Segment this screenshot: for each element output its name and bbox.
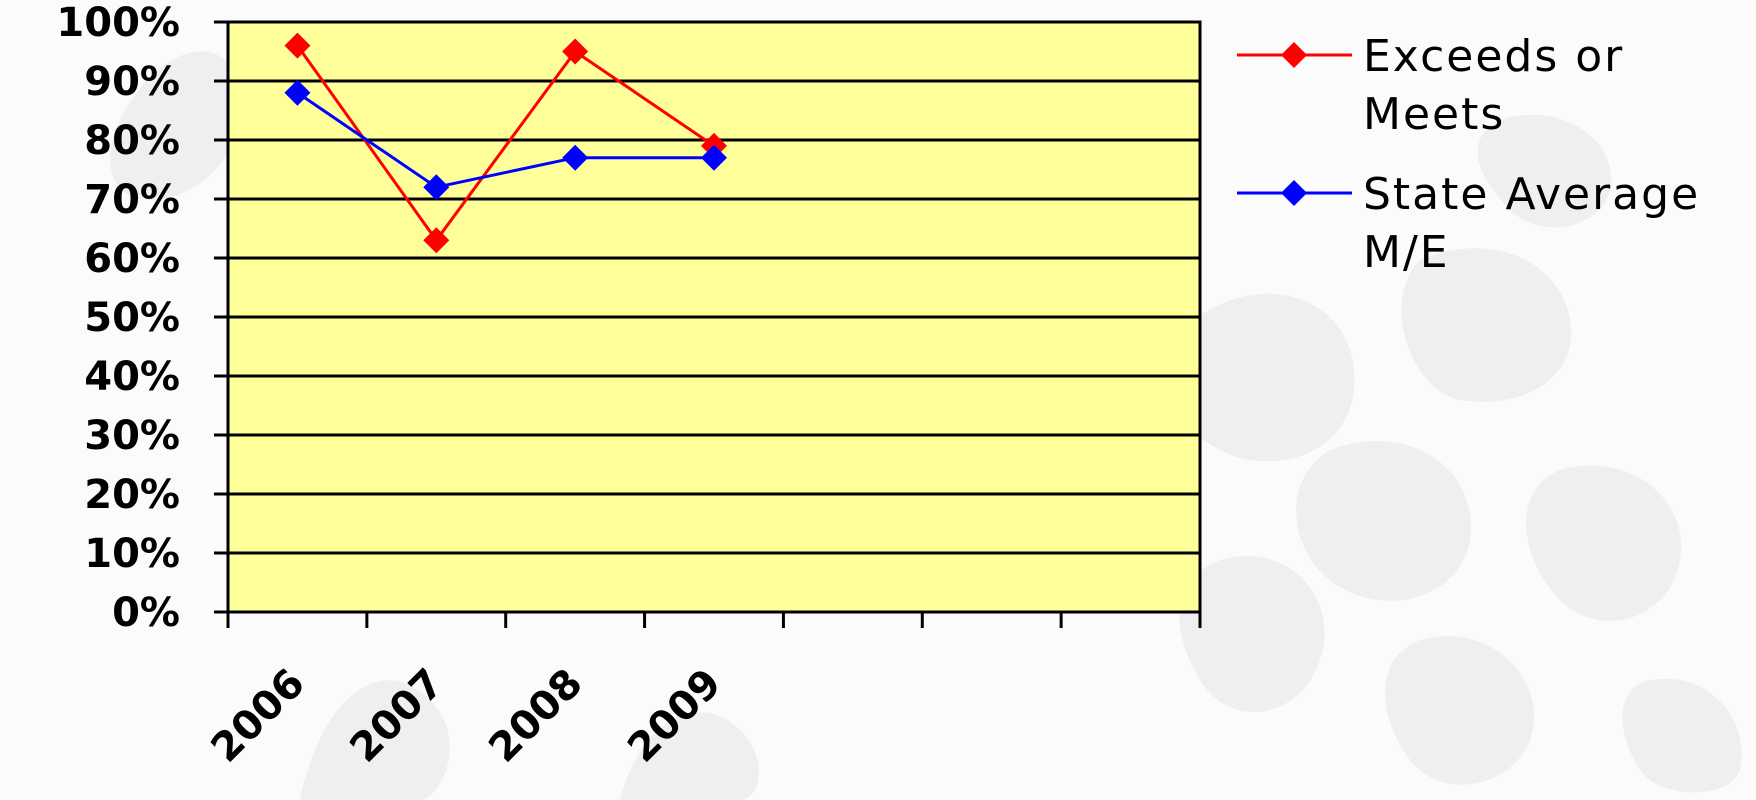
background-blob <box>1526 465 1682 621</box>
data-point <box>423 227 450 254</box>
background-blob <box>110 51 242 200</box>
data-point <box>1281 180 1307 206</box>
data-point <box>423 174 450 201</box>
background-blob <box>1296 441 1471 601</box>
y-axis-ticks: 0% 10% 20% 30% 40% 50% 60% 70% 80% 90% 100% <box>56 0 228 636</box>
y-tick-label: 20% <box>84 472 180 518</box>
background-blob <box>1385 636 1534 785</box>
legend-item: State Average M/E <box>1237 169 1700 278</box>
y-tick-label: 60% <box>84 236 180 282</box>
y-tick-label: 100% <box>56 0 180 46</box>
series-state-average-m-e <box>284 79 727 201</box>
y-tick-label: 70% <box>84 177 180 223</box>
background-decoration <box>110 51 1742 800</box>
background-blob <box>620 712 759 800</box>
legend: Exceeds or Meets State Average M/E <box>1237 31 1700 278</box>
legend-label: State Average <box>1363 169 1700 220</box>
legend-label: Meets <box>1363 89 1505 140</box>
legend-label: Exceeds or <box>1363 31 1624 82</box>
series-line <box>296 44 715 243</box>
y-tick-label: 0% <box>112 590 180 636</box>
gridlines <box>228 20 1200 555</box>
y-tick-label: 80% <box>84 118 180 164</box>
data-point <box>284 79 311 106</box>
series-group <box>284 32 727 254</box>
background-blob <box>1169 293 1355 462</box>
background-blob <box>1622 678 1742 793</box>
y-tick-label: 10% <box>84 531 180 577</box>
data-point <box>701 144 727 171</box>
legend-item: Exceeds or Meets <box>1237 31 1624 140</box>
data-point <box>562 38 589 65</box>
background-blob <box>300 680 450 800</box>
y-tick-label: 50% <box>84 295 180 341</box>
data-point <box>1281 42 1307 68</box>
y-tick-label: 30% <box>84 413 180 459</box>
x-tick-label: 2006 <box>203 660 314 771</box>
data-point <box>284 32 311 59</box>
data-point <box>562 144 589 171</box>
series-line <box>296 91 714 189</box>
x-tick-label: 2008 <box>480 660 591 771</box>
y-tick-label: 90% <box>84 59 180 105</box>
background-blob <box>1477 114 1612 228</box>
background-blob <box>1179 556 1325 713</box>
y-tick-label: 40% <box>84 354 180 400</box>
legend-label: M/E <box>1363 227 1450 278</box>
background-blob <box>1401 248 1572 402</box>
